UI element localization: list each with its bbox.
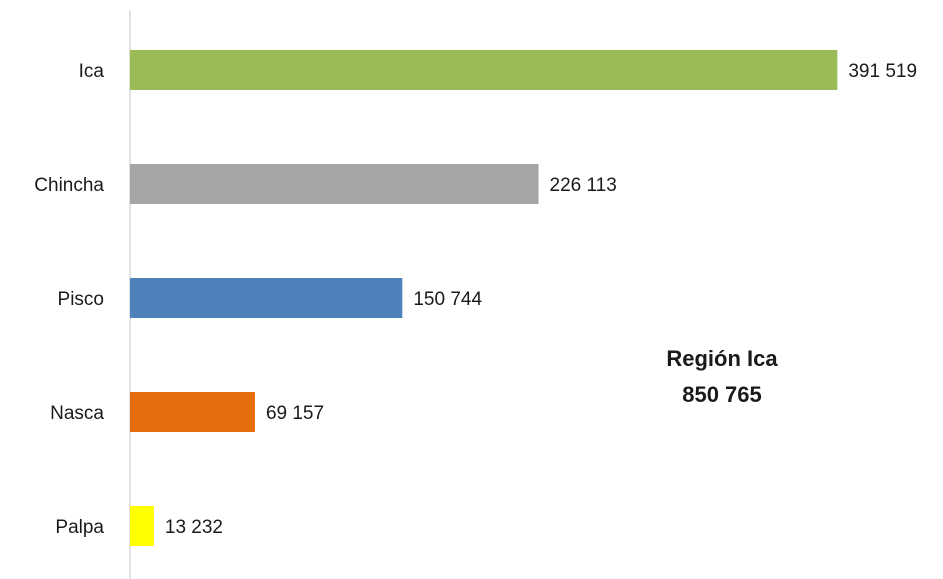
category-label: Chincha	[34, 175, 104, 196]
bar	[130, 506, 154, 546]
value-label: 69 157	[266, 403, 324, 424]
bar	[130, 392, 255, 432]
category-label: Nasca	[50, 403, 104, 424]
value-label: 391 519	[848, 61, 917, 82]
value-label: 150 744	[413, 289, 482, 310]
bar	[130, 278, 403, 318]
bar	[130, 164, 539, 204]
value-label: 226 113	[550, 175, 617, 196]
annotation-total: 850 765	[682, 382, 762, 407]
bar	[130, 50, 838, 90]
annotation-title: Región Ica	[666, 346, 778, 371]
category-label: Pisco	[58, 289, 104, 310]
value-label: 13 232	[165, 517, 223, 538]
category-label: Palpa	[55, 517, 104, 538]
category-label: Ica	[79, 61, 105, 82]
